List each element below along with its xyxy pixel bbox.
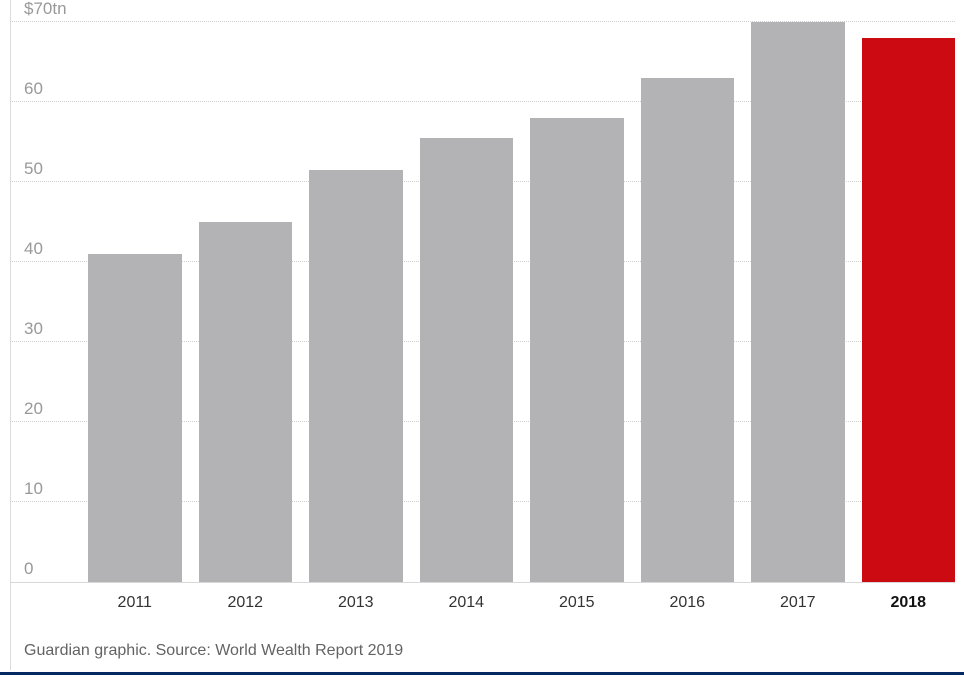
bar-2018 — [861, 38, 955, 582]
gridline-70 — [10, 21, 955, 22]
x-tick-label-2014: 2014 — [448, 594, 485, 611]
bar-2014 — [419, 138, 513, 582]
bar-2013 — [309, 170, 403, 582]
bar-2016 — [640, 78, 734, 582]
x-tick-label-2018: 2018 — [890, 594, 927, 611]
gridline-60 — [10, 101, 955, 102]
bar-chart: 0 10 20 30 40 50 60 $70tn — [10, 0, 955, 583]
left-divider — [10, 0, 11, 670]
y-tick-label-20: 20 — [24, 399, 43, 418]
bars-layer — [88, 22, 955, 582]
y-tick-label-40: 40 — [24, 239, 43, 258]
x-tick-label-2011: 2011 — [117, 594, 152, 611]
bottom-divider — [0, 672, 964, 675]
x-tick-label-2017: 2017 — [779, 594, 816, 611]
bar-2012 — [198, 222, 292, 582]
x-tick-label-2016: 2016 — [669, 594, 706, 611]
y-tick-label-0: 0 — [24, 559, 34, 578]
y-tick-label-60: 60 — [24, 79, 43, 98]
y-tick-label-10: 10 — [24, 479, 43, 498]
bar-2011 — [88, 254, 182, 582]
bar-2015 — [530, 118, 624, 582]
x-tick-label-2013: 2013 — [337, 594, 374, 611]
y-tick-label-50: 50 — [24, 159, 43, 178]
source-caption: Guardian graphic. Source: World Wealth R… — [24, 642, 404, 659]
x-axis-labels: 2011 2012 2013 2014 2015 2016 2017 2018 — [88, 594, 955, 612]
x-tick-label-2012: 2012 — [227, 594, 264, 611]
y-tick-label-30: 30 — [24, 319, 43, 338]
bar-2017 — [751, 22, 845, 582]
y-tick-label-70: $70tn — [24, 0, 67, 18]
x-tick-label-2015: 2015 — [558, 594, 595, 611]
